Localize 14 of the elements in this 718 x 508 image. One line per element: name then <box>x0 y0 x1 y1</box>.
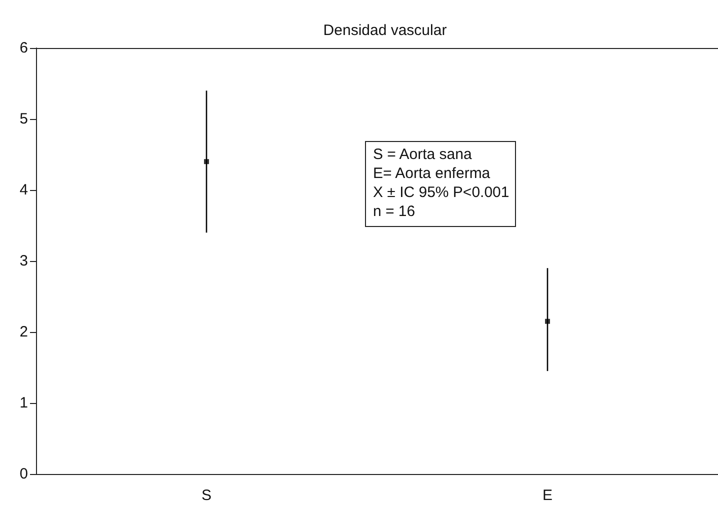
y-tick-label: 5 <box>20 110 28 128</box>
y-tick-label: 3 <box>20 252 28 270</box>
annotation: S = Aorta sana <box>373 145 473 164</box>
x-tick-label: E <box>542 487 553 504</box>
annotation: n = 16 <box>373 202 416 221</box>
annotation: X ± IC 95% P<0.001 <box>373 183 510 202</box>
y-tick-label: 6 <box>20 40 28 56</box>
y-tick-label: 1 <box>20 394 28 412</box>
y-tick-label: 4 <box>20 182 28 198</box>
y-tick-label: 2 <box>20 324 28 340</box>
annotation: E= Aorta enferma <box>373 164 492 183</box>
chart-title: Densidad vascular <box>323 22 447 39</box>
y-tick-label: 0 <box>20 466 28 482</box>
x-tick-label: S <box>201 487 212 504</box>
